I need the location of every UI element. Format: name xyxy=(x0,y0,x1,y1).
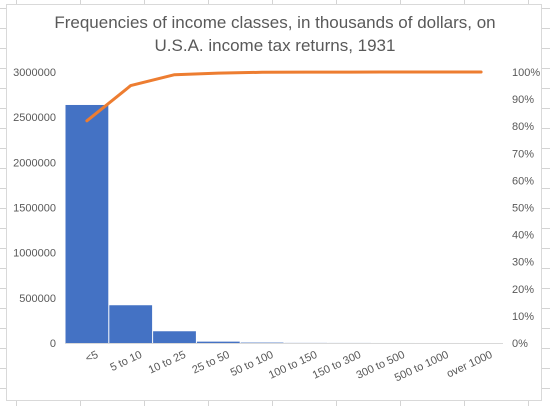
y2-axis-tick-label: 70% xyxy=(512,148,534,160)
y-axis-tick-label: 0 xyxy=(50,338,56,350)
x-axis-tick-label: 25 to 50 xyxy=(190,349,231,377)
y-axis-tick-label: 1000000 xyxy=(13,248,56,260)
y-axis-tick-label: 2000000 xyxy=(13,157,56,169)
y-axis-tick-label: 2500000 xyxy=(13,112,56,124)
x-axis-tick-label: 100 to 150 xyxy=(267,349,319,382)
y2-axis-tick-label: 100% xyxy=(512,67,540,79)
x-axis-tick-label: 150 to 300 xyxy=(311,349,363,382)
x-axis-tick-label: 5 to 10 xyxy=(108,349,144,374)
y-axis-tick-label: 500000 xyxy=(19,293,56,305)
bar-1[interactable] xyxy=(109,305,153,343)
bar-2[interactable] xyxy=(153,331,196,343)
x-axis-tick-label: 10 to 25 xyxy=(147,349,188,377)
y2-axis-tick-label: 10% xyxy=(512,311,534,323)
bar-3[interactable] xyxy=(196,341,240,343)
x-axis-tick-label: over 1000 xyxy=(445,349,494,381)
y2-axis-tick-label: 80% xyxy=(512,121,534,133)
y-axis-tick-label: 3000000 xyxy=(13,67,56,79)
y-axis-tick-label: 1500000 xyxy=(13,203,56,215)
x-axis-tick-label: <5 xyxy=(84,349,100,365)
y2-axis-tick-label: 20% xyxy=(512,284,534,296)
bar-0[interactable] xyxy=(65,104,109,343)
chart-title-line-2: U.S.A. income tax returns, 1931 xyxy=(154,36,396,55)
chart-title-line-1: Frequencies of income classes, in thousa… xyxy=(54,13,496,32)
y2-axis-tick-label: 40% xyxy=(512,230,534,242)
y2-axis-tick-label: 30% xyxy=(512,257,534,269)
y2-axis-tick-label: 90% xyxy=(512,94,534,106)
y2-axis-tick-label: 50% xyxy=(512,203,534,215)
chart-title: Frequencies of income classes, in thousa… xyxy=(0,11,550,57)
cumulative-percent-line xyxy=(85,70,483,123)
y2-axis-tick-label: 0% xyxy=(512,338,528,350)
y2-axis-tick-label: 60% xyxy=(512,175,534,187)
